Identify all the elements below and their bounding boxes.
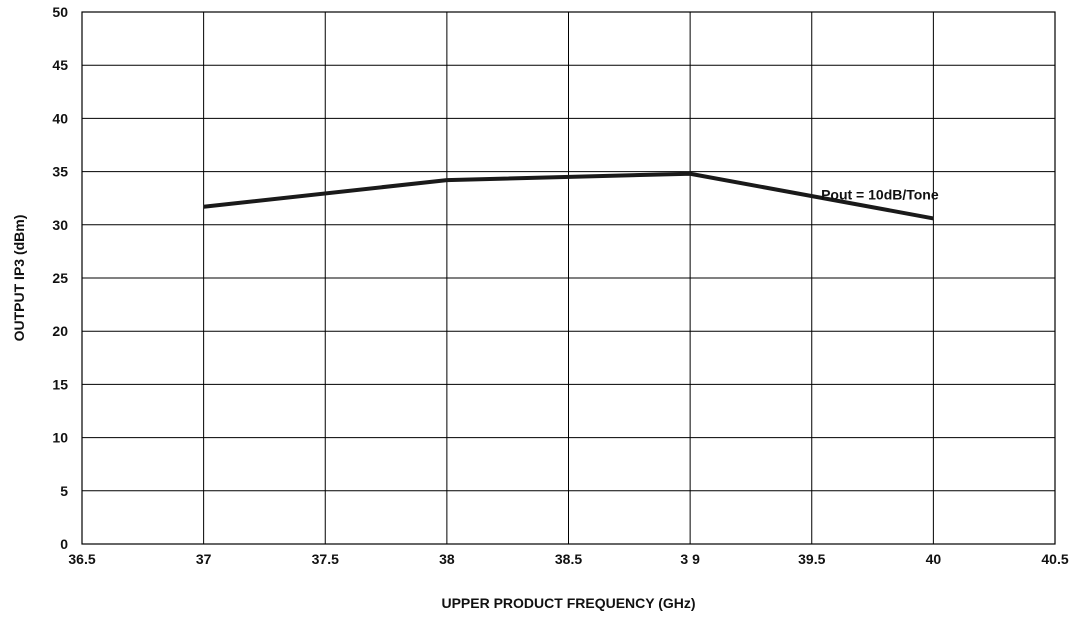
y-tick-label: 20 (52, 323, 68, 339)
plot-area (81, 11, 1056, 545)
y-tick-label: 50 (52, 4, 68, 20)
x-tick-label: 38.5 (555, 551, 582, 567)
x-tick-label: 38 (439, 551, 455, 567)
x-tick-label: 40.5 (1041, 551, 1068, 567)
x-tick-label: 3 9 (680, 551, 700, 567)
x-tick-label: 39.5 (798, 551, 825, 567)
x-axis-label: UPPER PRODUCT FREQUENCY (GHz) (441, 595, 695, 611)
series-annotation: Pout = 10dB/Tone (821, 186, 939, 202)
y-tick-label: 0 (60, 536, 68, 552)
series-layer (203, 171, 934, 221)
x-tick-label: 37.5 (312, 551, 339, 567)
y-tick-label: 10 (52, 430, 68, 446)
x-tick-label: 36.5 (68, 551, 95, 567)
y-tick-label: 15 (52, 376, 68, 392)
y-tick-label: 30 (52, 217, 68, 233)
y-tick-labels: 0 5 10 15 20 25 30 35 40 45 50 (52, 4, 68, 552)
x-tick-label: 37 (196, 551, 212, 567)
y-gridlines (82, 11, 1055, 545)
y-axis-label: OUTPUT IP3 (dBm) (11, 215, 27, 342)
y-tick-label: 35 (52, 164, 68, 180)
y-tick-label: 5 (60, 483, 68, 499)
x-tick-labels: 36.5 37 37.5 38 38.5 3 9 39.5 40 40.5 (68, 551, 1068, 567)
y-tick-label: 40 (52, 110, 68, 126)
y-tick-label: 45 (52, 57, 68, 73)
annotations: Pout = 10dB/Tone (821, 186, 939, 202)
y-tick-label: 25 (52, 270, 68, 286)
series-line (203, 171, 934, 221)
x-tick-label: 40 (926, 551, 942, 567)
